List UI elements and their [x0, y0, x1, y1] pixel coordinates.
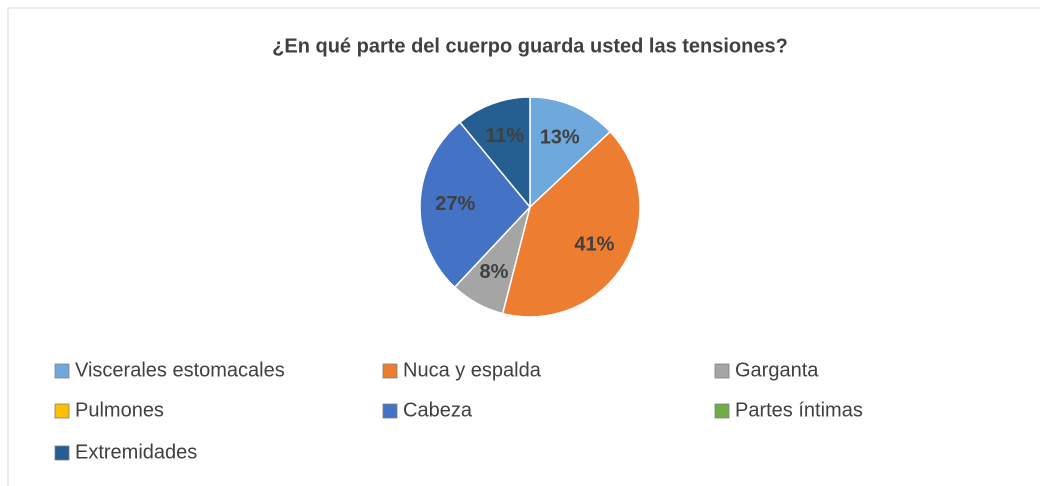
legend-label: Extremidades	[75, 441, 197, 463]
legend-swatch	[382, 363, 398, 379]
chart-title: ¿En qué parte del cuerpo guarda usted la…	[272, 35, 788, 57]
pie-slice	[458, 96, 531, 210]
data-label: 13%	[540, 127, 580, 149]
data-label: 41%	[574, 233, 614, 255]
legend-label: Partes íntimas	[735, 399, 863, 421]
pie-slice	[529, 96, 612, 209]
legend-label: Garganta	[735, 359, 819, 381]
legend-swatch	[54, 445, 70, 461]
legend-swatch	[382, 403, 398, 419]
data-label: 8%	[480, 261, 509, 283]
data-label: 11%	[485, 125, 524, 147]
legend-swatch	[714, 403, 730, 419]
legend-label: Viscerales estomacales	[75, 359, 285, 381]
legend-label: Nuca y espalda	[403, 359, 542, 381]
legend-label: Cabeza	[403, 399, 473, 421]
legend-label: Pulmones	[75, 399, 164, 421]
pie-slice	[419, 121, 531, 289]
legend-swatch	[54, 363, 70, 379]
legend-swatch	[54, 403, 70, 419]
data-label: 27%	[435, 193, 475, 215]
pie-slice	[501, 130, 641, 318]
legend-swatch	[714, 363, 730, 379]
